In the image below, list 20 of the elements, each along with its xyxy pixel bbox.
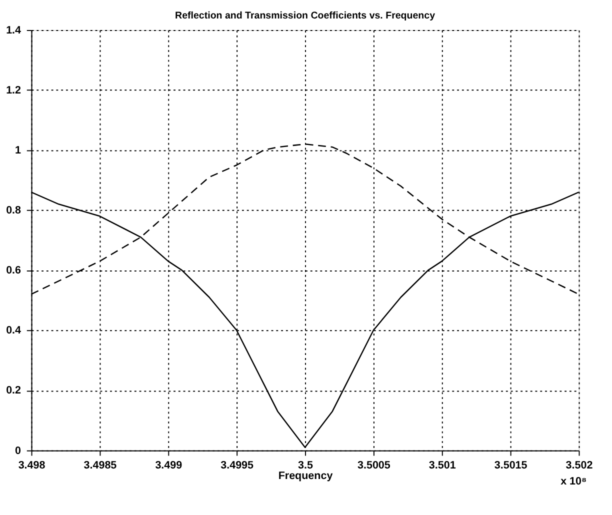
x-tick-label: 3.498 xyxy=(18,459,46,472)
x-tick-label: 3.502 xyxy=(566,459,593,472)
x-tick-label: 3.5005 xyxy=(358,459,390,472)
y-tick-label: 0.2 xyxy=(6,384,22,397)
x-tick-label: 3.499 xyxy=(155,459,182,472)
y-tick-label: 1 xyxy=(15,144,22,157)
chart-title: Reflection and Transmission Coefficients vs. Frequency xyxy=(175,10,436,22)
text: x 10⁸ xyxy=(560,476,587,488)
y-tick-label: 0 xyxy=(15,444,22,457)
y-tick-label: 1.4 xyxy=(6,24,22,36)
x-tick-label: 3.4995 xyxy=(220,459,254,472)
x-tick-label: 3.5 xyxy=(298,459,313,472)
y-tick-label: 0.4 xyxy=(6,324,22,337)
y-tick-label: 1.2 xyxy=(6,84,22,96)
x-tick-label: 3.5015 xyxy=(494,459,528,472)
y-tick-label: 0.6 xyxy=(6,264,22,277)
x-tick-label: 3.501 xyxy=(428,459,456,472)
x-axis-title: Frequency xyxy=(278,470,333,482)
y-tick-label: 0.8 xyxy=(6,204,22,217)
x-tick-label: 3.4985 xyxy=(84,459,117,472)
